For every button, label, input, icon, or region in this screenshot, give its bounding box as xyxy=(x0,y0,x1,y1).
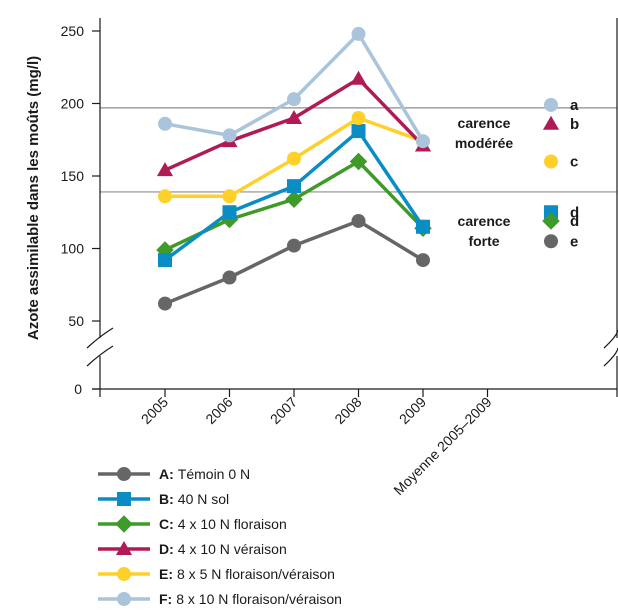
data-point-E xyxy=(351,111,366,125)
data-point-E xyxy=(287,151,301,166)
data-point-C xyxy=(285,190,303,208)
annotation-line2: modérée xyxy=(455,135,514,151)
y-tick-label: 250 xyxy=(61,23,85,39)
legend-key: A: xyxy=(159,466,174,482)
y-tick-label: 100 xyxy=(61,241,85,257)
legend-item-A: A: Témoin 0 N xyxy=(98,466,250,482)
legend-item-F: F: 8 x 10 N floraison/véraison xyxy=(98,591,342,607)
axes: 0 xyxy=(74,18,618,397)
legend-key: F: xyxy=(159,591,172,607)
legend-name: 8 x 10 N floraison/véraison xyxy=(176,591,342,607)
reference-lines xyxy=(100,107,617,193)
legend-key: B: xyxy=(159,491,174,507)
mean-letter: c xyxy=(570,154,578,171)
legend-key: E: xyxy=(159,566,173,582)
data-point-A xyxy=(222,270,237,285)
data-point-F xyxy=(158,116,172,131)
data-point-B xyxy=(158,253,172,268)
y-axis-break-mark-lower xyxy=(86,345,114,367)
data-point-D xyxy=(156,162,174,177)
x-tick-label: 2005 xyxy=(138,394,171,427)
mean-letter: a xyxy=(570,97,579,114)
data-point-F xyxy=(351,26,366,41)
mean-letter: d xyxy=(570,204,579,221)
legend-swatch-marker xyxy=(117,592,131,606)
legend-item-C: C: 4 x 10 N floraison xyxy=(98,515,287,533)
data-point-B xyxy=(222,205,237,220)
data-point-F xyxy=(416,134,430,149)
right-axis-break-mark-upper xyxy=(603,329,618,349)
data-point-A xyxy=(158,296,172,311)
legend-label: C: 4 x 10 N floraison xyxy=(159,516,287,532)
y-axis-label: Azote assimilable dans les moûts (mg/l) xyxy=(25,56,42,340)
data-point-E xyxy=(158,189,172,204)
legend-key: C: xyxy=(159,516,174,532)
mean-marker-C xyxy=(542,212,560,230)
legend-item-B: B: 40 N sol xyxy=(98,491,229,507)
legend-name: Témoin 0 N xyxy=(178,466,250,482)
data-point-A xyxy=(416,253,430,268)
data-point-E xyxy=(222,189,237,204)
legend-label: F: 8 x 10 N floraison/véraison xyxy=(159,591,342,607)
series-line-F xyxy=(164,32,425,143)
annotation-line2: forte xyxy=(468,233,499,249)
data-point-C xyxy=(349,152,368,171)
data-point-B xyxy=(287,179,301,194)
legend-item-E: E: 8 x 5 N floraison/véraison xyxy=(98,566,335,582)
mean-markers: ab c dde xyxy=(542,97,579,250)
legend-label: D: 4 x 10 N véraison xyxy=(159,541,287,557)
mean-marker-D xyxy=(542,115,560,130)
series-markers xyxy=(156,26,432,311)
legend-swatch-marker xyxy=(117,467,131,481)
data-point-D xyxy=(350,70,367,85)
data-point-D xyxy=(285,109,303,124)
annotation-line1: carence xyxy=(458,213,511,229)
legend-item-D: D: 4 x 10 N véraison xyxy=(98,540,287,557)
data-point-B xyxy=(351,124,366,139)
legend-key: D: xyxy=(159,541,174,557)
mean-letter: b xyxy=(570,116,579,133)
x-tick-label: 2007 xyxy=(267,394,300,427)
data-point-B xyxy=(416,219,430,234)
legend-name: 4 x 10 N floraison xyxy=(178,516,287,532)
series-lines xyxy=(163,32,425,306)
data-point-F xyxy=(287,92,301,107)
y-tick-label: 50 xyxy=(68,313,84,329)
mean-letter: e xyxy=(570,233,578,250)
y-axis-break-mark-upper xyxy=(86,327,114,349)
y-tick-label: 200 xyxy=(61,96,85,112)
mean-letter: d xyxy=(570,213,579,230)
y-zero-label: 0 xyxy=(74,381,82,397)
data-point-A xyxy=(287,238,301,253)
data-point-F xyxy=(222,128,237,143)
mean-marker-A xyxy=(544,234,558,249)
data-point-A xyxy=(351,213,366,228)
y-tick-label: 150 xyxy=(61,168,85,184)
legend-label: A: Témoin 0 N xyxy=(159,466,250,482)
legend-name: 8 x 5 N floraison/véraison xyxy=(177,566,335,582)
mean-marker-E xyxy=(544,154,558,169)
legend-swatch-marker xyxy=(115,540,133,555)
annotation-line1: carence xyxy=(458,115,511,131)
legend-label: B: 40 N sol xyxy=(159,491,229,507)
legend-name: 40 N sol xyxy=(178,491,229,507)
legend-swatch-marker xyxy=(117,567,131,581)
legend-label: E: 8 x 5 N floraison/véraison xyxy=(159,566,335,582)
data-point-C xyxy=(156,241,174,259)
right-axis-break-mark-lower xyxy=(603,347,618,367)
x-tick-label: 2006 xyxy=(202,394,235,427)
x-tick-label: 2008 xyxy=(331,394,364,427)
legend-swatch-marker xyxy=(117,492,131,506)
annotations: carence modérée carence forte xyxy=(455,115,514,249)
x-tick-label: 2009 xyxy=(396,394,429,427)
legend-swatch-marker xyxy=(115,515,133,533)
mean-marker-F xyxy=(544,97,558,112)
legend-name: 4 x 10 N véraison xyxy=(178,541,287,557)
